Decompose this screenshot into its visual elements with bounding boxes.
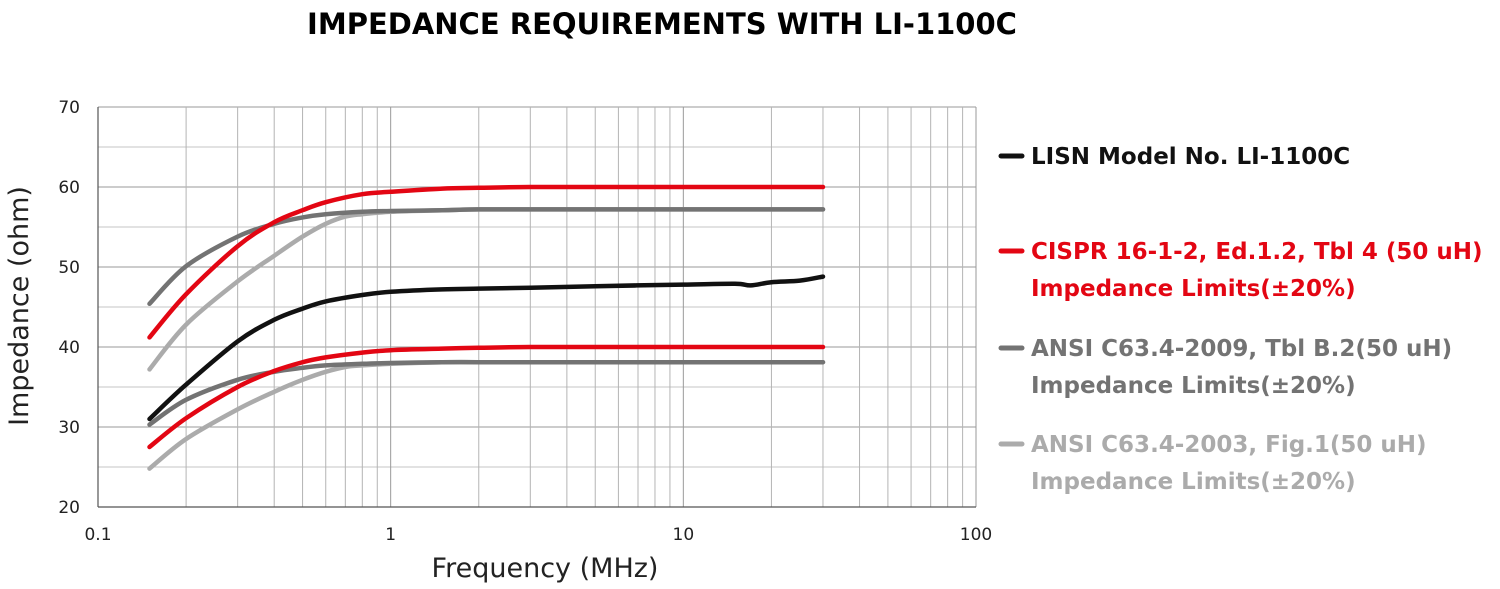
chart-title: IMPEDANCE REQUIREMENTS WITH LI-1100C — [307, 7, 1017, 41]
tick-labels: 20 30 40 50 60 70 0.1 1 10 100 — [58, 98, 992, 545]
series-line-cispr-16-1-2 — [147, 184, 826, 340]
y-tick-label: 70 — [58, 98, 80, 118]
legend-label: CISPR 16-1-2, Ed.1.2, Tbl 4 (50 uH) — [1031, 239, 1483, 265]
x-tick-label: 10 — [673, 525, 695, 545]
x-tick-label: 1 — [385, 525, 396, 545]
series-line-ansi-c63-4-2009 — [147, 207, 826, 307]
y-tick-label: 50 — [58, 258, 80, 278]
legend-label: ANSI C63.4-2009, Tbl B.2(50 uH) — [1031, 336, 1452, 362]
y-tick-label: 60 — [58, 178, 80, 198]
grid — [97, 106, 977, 508]
legend: LISN Model No. LI-1100C CISPR 16-1-2, Ed.… — [998, 144, 1483, 495]
legend-label: ANSI C63.4-2003, Fig.1(50 uH) — [1031, 432, 1427, 458]
x-axis-label: Frequency (MHz) — [432, 553, 659, 584]
y-tick-label: 30 — [58, 418, 80, 438]
series-line-lisn-li-1100c — [147, 274, 826, 422]
x-tick-label: 100 — [960, 525, 992, 545]
legend-label: LISN Model No. LI-1100C — [1031, 144, 1350, 170]
x-tick-label: 0.1 — [84, 525, 111, 545]
series-line-cispr-16-1-2 — [147, 344, 826, 450]
legend-label: Impedance Limits(±20%) — [1031, 469, 1356, 495]
series-line-ansi-c63-4-2009 — [147, 359, 826, 427]
y-axis-label: Impedance (ohm) — [4, 186, 35, 426]
series-lines — [147, 184, 826, 471]
legend-label: Impedance Limits(±20%) — [1031, 276, 1356, 302]
y-tick-label: 20 — [58, 498, 80, 518]
legend-label: Impedance Limits(±20%) — [1031, 373, 1356, 399]
y-tick-label: 40 — [58, 338, 80, 358]
